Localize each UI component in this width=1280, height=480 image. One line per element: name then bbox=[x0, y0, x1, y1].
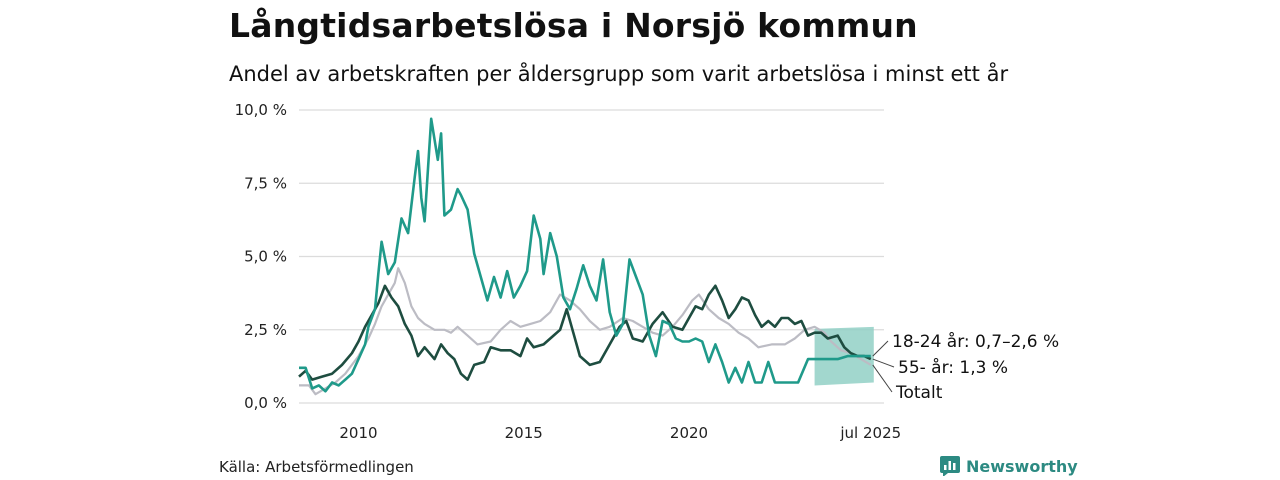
x-tick-label: 2015 bbox=[505, 424, 543, 442]
newsworthy-logo-icon bbox=[940, 456, 960, 476]
chart-title: Långtidsarbetslösa i Norsjö kommun bbox=[229, 6, 918, 45]
leader-line-total bbox=[872, 364, 893, 393]
series-line-18_24 bbox=[299, 117, 871, 393]
end-labels: 18-24 år: 0,7–2,6 % 55- år: 1,3 % Totalt bbox=[872, 331, 1059, 403]
y-tick-label: 10,0 % bbox=[235, 101, 287, 119]
chart-subtitle: Andel av arbetskraften per åldersgrupp s… bbox=[229, 62, 1009, 86]
y-axis-ticks: 0,0 % 2,5 % 5,0 % 7,5 % 10,0 % bbox=[235, 101, 287, 412]
x-tick-label: jul 2025 bbox=[839, 424, 901, 442]
y-tick-label: 5,0 % bbox=[244, 248, 287, 266]
x-tick-label: 2010 bbox=[339, 424, 377, 442]
series-line-total bbox=[299, 267, 872, 396]
x-axis-ticks: 2010 2015 2020 jul 2025 bbox=[339, 424, 901, 442]
series-line-55 bbox=[298, 284, 872, 381]
source-note: Källa: Arbetsförmedlingen bbox=[219, 458, 414, 476]
leader-line-18_24 bbox=[872, 340, 889, 357]
brand-name: Newsworthy bbox=[966, 456, 1078, 476]
y-tick-label: 7,5 % bbox=[244, 174, 287, 192]
series-lines bbox=[298, 117, 872, 396]
x-tick-label: 2020 bbox=[670, 424, 708, 442]
end-label-55: 55- år: 1,3 % bbox=[898, 357, 1008, 378]
leader-line-55 bbox=[872, 358, 895, 368]
y-tick-label: 0,0 % bbox=[244, 394, 287, 412]
grid-lines bbox=[299, 109, 884, 404]
end-label-total: Totalt bbox=[895, 383, 943, 403]
end-label-18_24: 18-24 år: 0,7–2,6 % bbox=[892, 331, 1059, 352]
y-tick-label: 2,5 % bbox=[244, 321, 287, 339]
brand-logo: Newsworthy bbox=[940, 456, 1078, 476]
